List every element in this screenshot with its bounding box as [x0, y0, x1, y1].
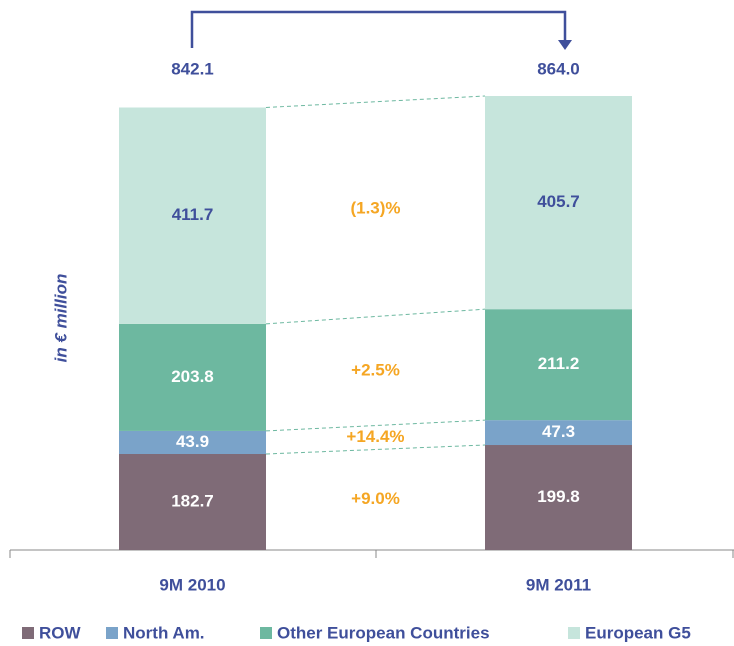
value-label: 182.7: [171, 491, 214, 510]
bar-segment: [119, 430, 266, 454]
connector: [265, 308, 486, 325]
legend-label: Other European Countries: [277, 623, 490, 642]
bar-segment: [485, 445, 632, 550]
legend-label: ROW: [39, 623, 82, 642]
legend-swatch: [22, 627, 34, 639]
value-label: 43.9: [176, 432, 209, 451]
bar-segment: [485, 420, 632, 446]
legend-label: European G5: [585, 623, 691, 642]
bar-segment: [485, 96, 632, 310]
value-label: 211.2: [538, 354, 580, 373]
value-label: 203.8: [171, 367, 214, 386]
connector: [265, 95, 486, 109]
legend-swatch: [260, 627, 272, 639]
bar-segment: [119, 323, 266, 431]
change-label: (1.3)%: [350, 199, 400, 218]
legend-swatch: [106, 627, 118, 639]
value-label: 47.3: [542, 422, 575, 441]
legend-label: North Am.: [123, 623, 205, 642]
total-label: 842.1: [171, 59, 214, 78]
value-label: 405.7: [537, 192, 580, 211]
arrow-head: [558, 40, 572, 50]
change-label: +9.0%: [351, 489, 400, 508]
total-label: 864.0: [537, 59, 580, 78]
x-tick-label: 9M 2010: [159, 575, 225, 594]
value-label: 411.7: [172, 205, 214, 224]
y-axis-label: in € million: [51, 274, 70, 363]
change-label: +14.4%: [346, 427, 404, 446]
value-label: 199.8: [537, 487, 580, 506]
connector: [265, 419, 486, 432]
bar-segment: [119, 453, 266, 550]
change-label: +2.5%: [351, 361, 400, 380]
growth-bracket: [190, 10, 567, 48]
x-tick-label: 9M 2011: [526, 575, 591, 594]
legend-swatch: [568, 627, 580, 639]
bar-segment: [485, 309, 632, 421]
bar-segment: [119, 107, 266, 324]
connector: [265, 444, 486, 455]
